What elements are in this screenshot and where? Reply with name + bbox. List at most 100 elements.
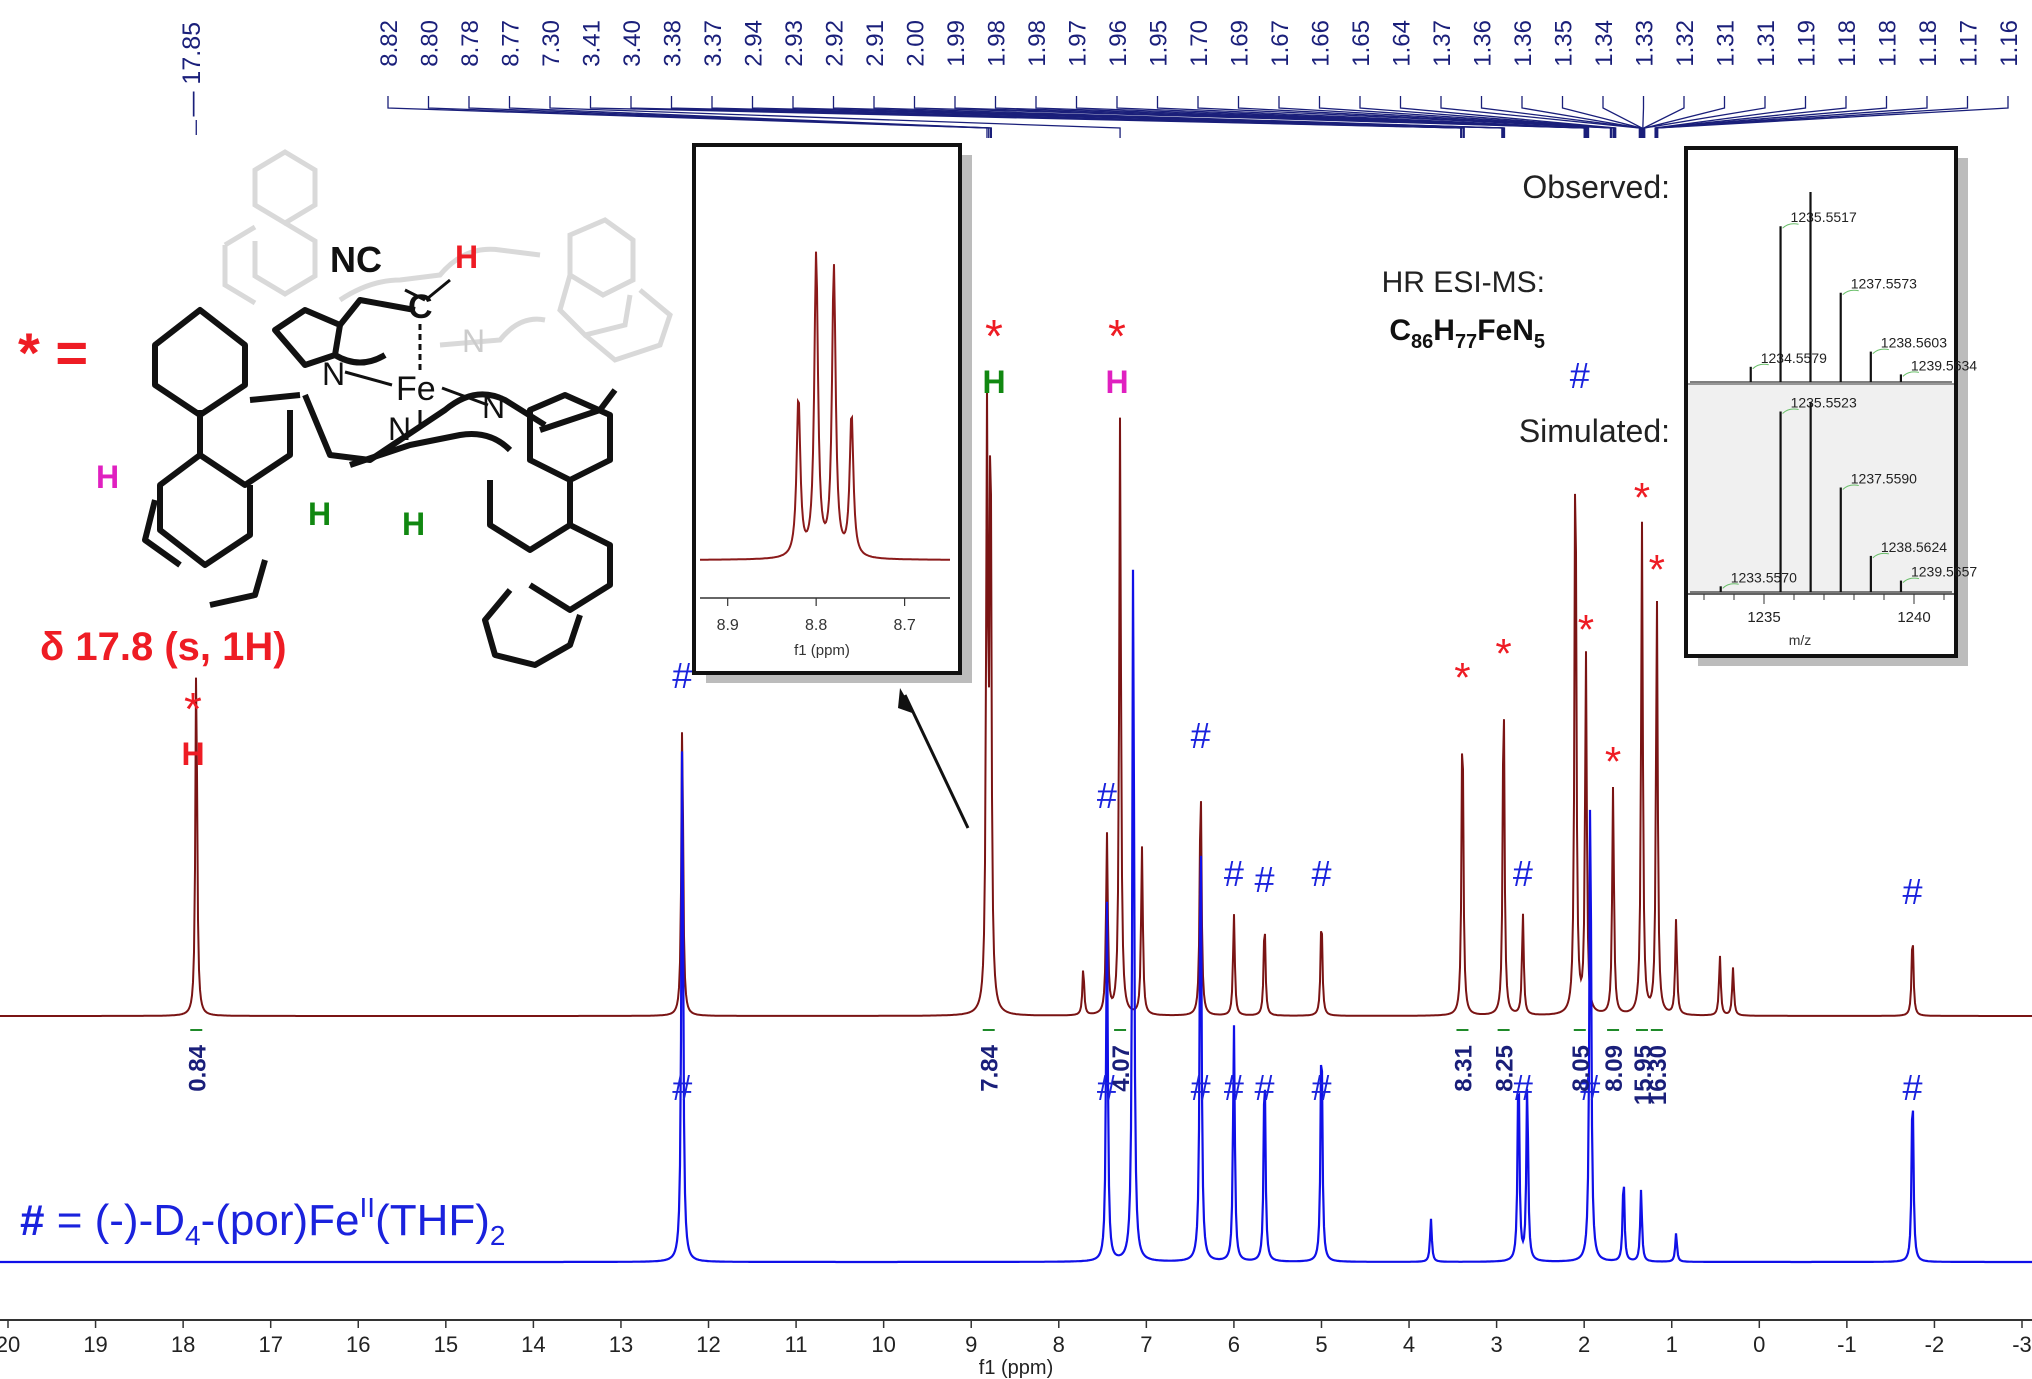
peak-label-32: 1.32 (1672, 20, 1699, 67)
peak-leader-3 (508, 96, 993, 138)
inset-tick-label-0: 8.9 (717, 617, 739, 634)
peak-leader-11 (832, 96, 1505, 138)
inset-axis-ticks: 8.9 8.8 8.7 (717, 598, 916, 634)
peak-leader-13 (913, 96, 1585, 138)
label-n-right: N (482, 389, 505, 425)
peak-label-6: 3.40 (619, 20, 646, 67)
ms-observed-peak-leader-3 (1842, 289, 1859, 296)
top-hash-mark-7: # (1570, 355, 1590, 396)
label-n-grey: N (462, 323, 485, 359)
peak-label-28: 1.36 (1510, 20, 1537, 67)
ms-observed-peak-leader-5 (1902, 371, 1919, 377)
ms-observed-peak-label-5: 1239.5634 (1911, 357, 1977, 373)
top-star-mark-0: * (1454, 654, 1470, 701)
peak-leader-14 (954, 96, 1586, 138)
top-spectrum-line (0, 385, 2032, 1017)
top-hash-mark-8: # (1903, 871, 1923, 912)
peak-leader-23 (1318, 96, 1615, 138)
label-n-bottom: N (388, 411, 411, 447)
peak-label-22: 1.67 (1267, 20, 1294, 67)
integral-value-1: 7.84 (977, 1044, 1004, 1091)
top-star-mark-5: * (1649, 546, 1665, 593)
x-tick-label-19: 1 (1666, 1332, 1678, 1357)
peak-label-34: 1.31 (1753, 20, 1780, 67)
ms-xlabel: m/z (1789, 632, 1812, 648)
label-h-magenta: H (96, 459, 119, 495)
peak-label-18: 1.96 (1105, 20, 1132, 67)
top-hash-mark-3: # (1224, 853, 1244, 894)
label-fe: Fe (396, 370, 436, 408)
x-tick-label-17: 3 (1490, 1332, 1502, 1357)
peak-label-8: 3.37 (700, 20, 727, 67)
top-star-mark-1: * (1495, 630, 1511, 677)
inset-spectrum-line (700, 251, 950, 561)
peak-leader-24 (1359, 96, 1616, 138)
peak-label-33: 1.31 (1713, 20, 1740, 67)
bottom-hash-mark-4: # (1255, 1067, 1275, 1108)
peak-label-17-85: — 17.85 (178, 22, 206, 117)
peak-leader-26 (1440, 96, 1640, 138)
peak-label-0: 8.82 (376, 20, 403, 67)
inset-arrow (903, 694, 970, 829)
x-axis-ticks: 20 19 18 17 16 15 14 13 12 11 10 9 8 7 6 5 4 3 2 1 0 -1 -2 -3 (0, 1320, 2032, 1357)
x-tick-label-20: 0 (1753, 1332, 1765, 1357)
peak-label-16: 1.98 (1024, 20, 1051, 67)
peak-leader-12 (873, 96, 1506, 138)
peak-label-27: 1.36 (1470, 20, 1497, 67)
x-tick-label-6: 14 (521, 1332, 545, 1357)
peak-leader-38 (1655, 96, 1928, 138)
peak-leader-31 (1642, 96, 1645, 138)
integral-value-4: 8.25 (1492, 1045, 1519, 1092)
peak-label-23: 1.66 (1308, 20, 1335, 67)
x-axis-label: f1 (ppm) (979, 1357, 1053, 1379)
peak-leader-30 (1602, 96, 1643, 138)
peak-label-9: 2.94 (741, 20, 768, 67)
peak-label-30: 1.34 (1591, 20, 1618, 67)
h-8-8: H (982, 364, 1005, 400)
ms-observed-label: Observed: (1522, 169, 1670, 205)
x-tick-label-12: 8 (1053, 1332, 1065, 1357)
peak-label-20: 1.70 (1186, 20, 1213, 67)
nmr-zoom-inset: 8.9 8.8 8.7 f1 (ppm) (692, 143, 972, 683)
peak-label-4: 7.30 (538, 20, 565, 67)
peak-leader-0 (387, 96, 988, 138)
peak-leader-4 (549, 96, 1121, 138)
label-h-green-2: H (402, 506, 425, 542)
bottom-spectrum-markers: # # # # # # # # # (672, 1067, 1922, 1108)
bottom-hash-mark-6: # (1513, 1067, 1533, 1108)
label-n-left: N (322, 356, 345, 392)
x-tick-label-5: 15 (434, 1332, 458, 1357)
integral-value-5: 8.05 (1568, 1045, 1595, 1092)
peak-leader-16 (1035, 96, 1587, 138)
x-tick-label-11: 9 (965, 1332, 977, 1357)
ms-observed-peak-label-3: 1237.5573 (1851, 276, 1917, 292)
h-7-3: H (1105, 364, 1128, 400)
peak-leader-19 (1156, 96, 1590, 138)
ms-simulated-peak-label-3: 1237.5590 (1851, 471, 1917, 487)
ms-formula: C86H77FeN5 (1389, 314, 1545, 353)
peak-label-19: 1.95 (1146, 20, 1173, 67)
ms-observed-peak-leader-0 (1752, 363, 1769, 370)
peak-leader-1 (427, 96, 990, 138)
peak-label-12: 2.91 (862, 20, 889, 67)
star-17-85: * (184, 683, 202, 735)
top-hash-mark-4: # (1255, 859, 1275, 900)
peak-leader-20 (1197, 96, 1612, 138)
peak-label-11: 2.92 (822, 20, 849, 67)
top-spectrum-markers: # # # # # # # # # * * * * * * (672, 355, 1922, 912)
top-hash-mark-5: # (1311, 853, 1331, 894)
ms-tick-label-0: 1235 (1747, 609, 1780, 626)
x-tick-label-14: 6 (1228, 1332, 1240, 1357)
top-hash-mark-2: # (1191, 715, 1211, 756)
peak-leader-2 (468, 96, 992, 138)
ms-simulated-peak-label-4: 1238.5624 (1881, 539, 1947, 555)
x-tick-label-23: -3 (2012, 1332, 2032, 1357)
peak-leader-28 (1521, 96, 1641, 138)
peak-label-15: 1.98 (984, 20, 1011, 67)
x-tick-label-0: 20 (0, 1332, 20, 1357)
top-hash-mark-6: # (1513, 853, 1533, 894)
ms-simulated-peaks: 1233.5570 1235.5523 1237.5590 1238.5624 1239… (1690, 395, 1977, 593)
ms-axis-ticks: 1235 1240 (1703, 594, 1945, 626)
ms-simulated-peak-label-0: 1233.5570 (1731, 569, 1797, 585)
